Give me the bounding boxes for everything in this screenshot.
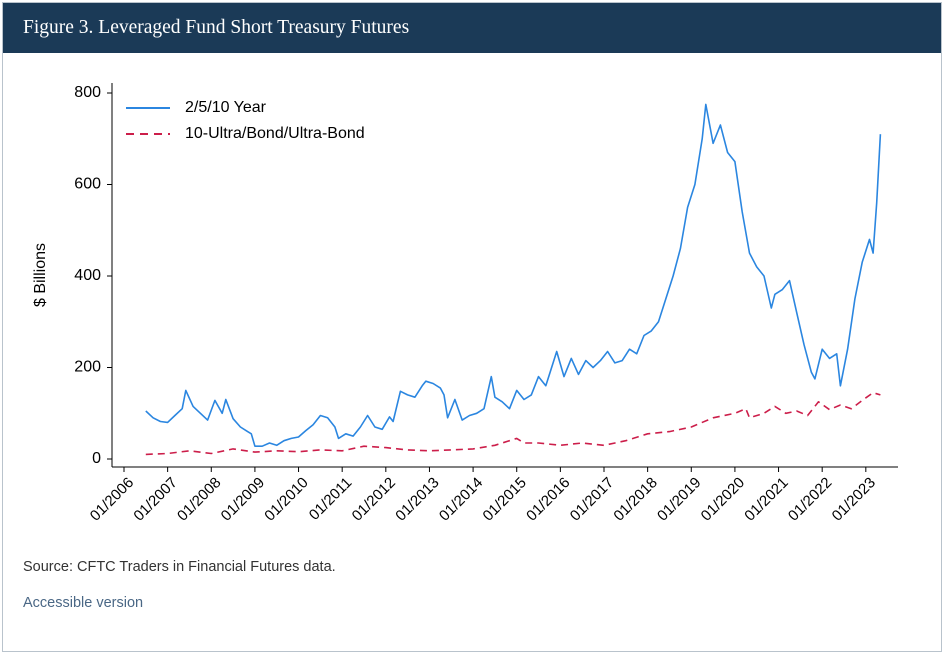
x-tick-label: 01/2022 — [785, 474, 835, 524]
x-tick-label: 01/2023 — [829, 474, 879, 524]
x-tick-label: 01/2011 — [306, 474, 356, 524]
x-tick-label: 01/2009 — [218, 474, 268, 524]
y-tick-label: 600 — [74, 176, 101, 193]
x-tick-label: 01/2012 — [349, 474, 399, 524]
y-ticks: 0 200 400 600 800 — [74, 84, 112, 467]
x-tick-label: 01/2010 — [261, 474, 311, 524]
y-tick-label: 0 — [92, 450, 101, 467]
x-tick-label: 01/2018 — [610, 474, 660, 524]
y-tick-label: 400 — [74, 267, 101, 284]
y-tick-label: 200 — [74, 359, 101, 376]
legend: 2/5/10 Year 10-Ultra/Bond/Ultra-Bond — [126, 99, 365, 142]
x-tick-label: 01/2020 — [698, 474, 748, 524]
source-note: Source: CFTC Traders in Financial Future… — [23, 559, 336, 575]
accessible-version-link[interactable]: Accessible version — [23, 595, 144, 611]
series-line-2 — [145, 391, 881, 456]
legend-label: 2/5/10 Year — [185, 99, 267, 116]
x-tick-label: 01/2015 — [480, 474, 530, 524]
x-tick-label: 01/2016 — [523, 474, 573, 524]
y-tick-label: 800 — [74, 84, 101, 101]
x-ticks: 01/200601/200701/200801/200901/201001/20… — [87, 467, 879, 525]
y-axis-label: $ Billions — [32, 243, 49, 307]
x-tick-label: 01/2013 — [392, 474, 442, 524]
x-tick-label: 01/2006 — [87, 474, 137, 524]
figure-title: Figure 3. Leveraged Fund Short Treasury … — [23, 17, 410, 38]
x-tick-label: 01/2007 — [130, 474, 180, 524]
x-tick-label: 01/2008 — [174, 474, 224, 524]
x-tick-label: 01/2014 — [436, 474, 486, 524]
x-tick-label: 01/2021 — [741, 474, 791, 524]
x-tick-label: 01/2019 — [654, 474, 704, 524]
legend-label: 10-Ultra/Bond/Ultra-Bond — [185, 125, 365, 142]
series-line-1 — [145, 103, 882, 447]
figure-header: Figure 3. Leveraged Fund Short Treasury … — [3, 3, 941, 53]
series-layer — [145, 103, 882, 456]
x-tick-label: 01/2017 — [567, 474, 617, 524]
